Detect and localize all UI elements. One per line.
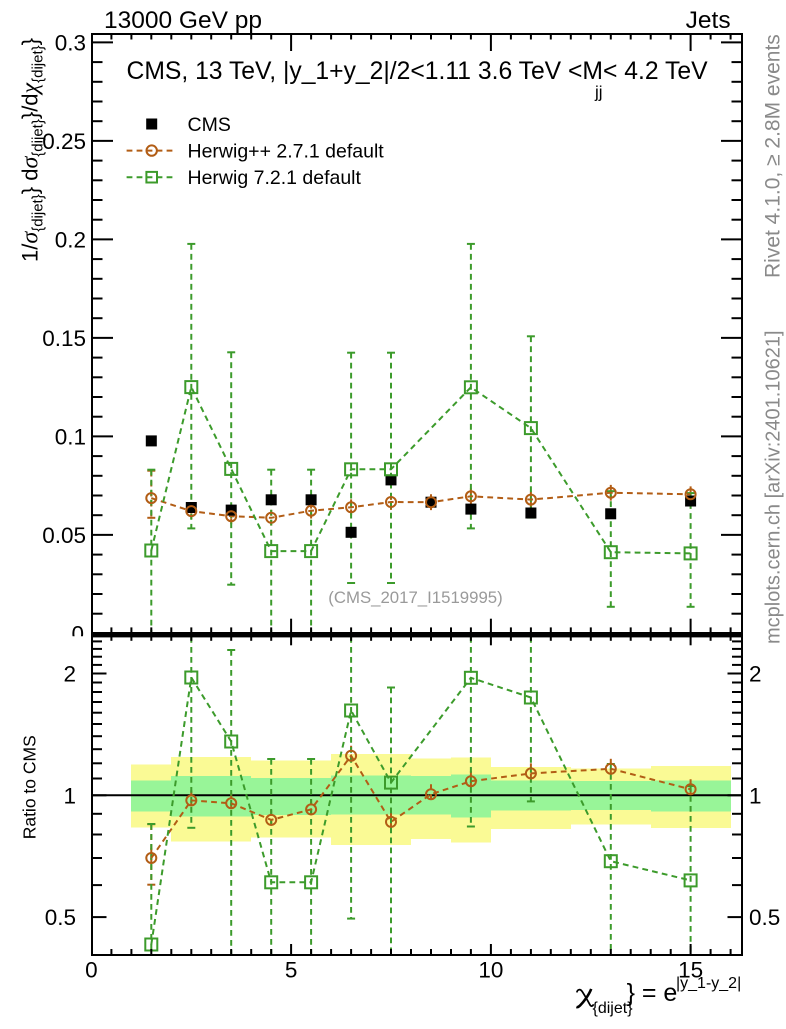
svg-text:0.3: 0.3 — [55, 30, 86, 55]
svg-text:0.2: 0.2 — [55, 227, 86, 252]
svg-text:CMS: CMS — [188, 114, 231, 136]
svg-text:1: 1 — [63, 783, 76, 808]
svg-text:(CMS_2017_I1519995): (CMS_2017_I1519995) — [328, 588, 502, 607]
svg-text:13000 GeV pp: 13000 GeV pp — [104, 7, 262, 34]
svg-text:0: 0 — [71, 621, 84, 646]
svg-text:1: 1 — [749, 783, 762, 808]
svg-text:jj: jj — [594, 83, 603, 102]
svg-text:15: 15 — [678, 957, 703, 982]
svg-text:0.5: 0.5 — [45, 905, 76, 930]
svg-text:5: 5 — [285, 957, 298, 982]
svg-text:0.15: 0.15 — [42, 326, 86, 351]
svg-text:CMS, 13 TeV, |y_1+y_2|/2<1.11: CMS, 13 TeV, |y_1+y_2|/2<1.11 3.6 TeV <M… — [127, 58, 709, 85]
svg-text:0.25: 0.25 — [42, 129, 86, 154]
svg-text:{dijet}: {dijet} — [593, 1000, 634, 1017]
svg-text:} = e: } = e — [627, 979, 678, 1007]
svg-text:mcplots.cern.ch [arXiv:2401.10: mcplots.cern.ch [arXiv:2401.10621] — [763, 330, 785, 644]
svg-text:2: 2 — [749, 661, 762, 686]
svg-text:0.5: 0.5 — [749, 905, 780, 930]
svg-text:Herwig++ 2.7.1 default: Herwig++ 2.7.1 default — [188, 140, 385, 162]
svg-text:Jets: Jets — [686, 7, 731, 34]
svg-text:10: 10 — [478, 957, 503, 982]
svg-text:0.1: 0.1 — [55, 424, 86, 449]
svg-text:0.05: 0.05 — [42, 523, 86, 548]
svg-text:0: 0 — [85, 957, 98, 982]
svg-text:|y_1-y_2|: |y_1-y_2| — [676, 975, 741, 992]
svg-text:Ratio to CMS: Ratio to CMS — [20, 735, 40, 839]
svg-text:Rivet 4.1.0, ≥ 2.8M events: Rivet 4.1.0, ≥ 2.8M events — [762, 34, 785, 278]
svg-text:2: 2 — [63, 661, 76, 686]
svg-text:Herwig 7.2.1 default: Herwig 7.2.1 default — [188, 167, 362, 189]
